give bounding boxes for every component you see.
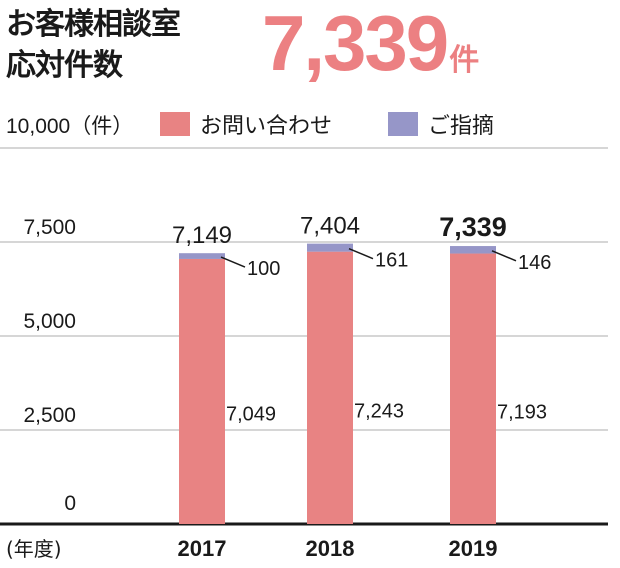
x-axis-unit-label: (年度) (6, 537, 62, 561)
legend-swatch-complaints (388, 112, 418, 136)
title-line-2: 応対件数 (6, 48, 123, 83)
total-label: 7,149 (172, 222, 232, 249)
legend-item-inquiries: お問い合わせ (160, 108, 332, 140)
y-tick-label: 2,500 (23, 404, 76, 427)
data-label-inquiries: 7,193 (497, 401, 547, 423)
bar-complaints (179, 253, 225, 259)
x-tick-label: 2017 (178, 536, 227, 561)
x-tick-label: 2018 (306, 536, 355, 561)
y-tick-label: 7,500 (23, 216, 76, 239)
legend-item-complaints: ご指摘 (388, 108, 494, 140)
leader-line (348, 247, 374, 260)
bar-complaints (450, 246, 496, 254)
legend-label-complaints: ご指摘 (428, 114, 495, 139)
y-axis-top-label: 10,000（件） (6, 115, 134, 138)
leader-line (491, 250, 517, 262)
legend-swatch-inquiries (160, 112, 190, 136)
data-label-inquiries: 7,049 (226, 404, 276, 426)
bar-complaints (307, 243, 353, 252)
total-figure: 7,339件 (262, 0, 479, 89)
chart-title: お客様相談室 応対件数 (6, 4, 181, 86)
bar-inquiries (179, 258, 225, 524)
legend-label-inquiries: お問い合わせ (200, 114, 333, 139)
total-unit: 件 (449, 44, 480, 77)
bar-inquiries (450, 253, 496, 524)
data-label-complaints: 146 (518, 252, 551, 274)
data-label-complaints: 161 (375, 250, 408, 272)
total-label: 7,339 (439, 212, 507, 242)
x-tick-label: 2019 (449, 536, 498, 561)
data-label-complaints: 100 (247, 258, 280, 280)
leader-line (220, 256, 246, 268)
bar-inquiries (307, 251, 353, 524)
y-tick-label: 0 (64, 492, 76, 515)
data-label-inquiries: 7,243 (354, 401, 404, 423)
title-line-1: お客様相談室 (6, 7, 181, 42)
total-value: 7,339 (262, 0, 449, 87)
total-label: 7,404 (300, 213, 360, 240)
y-tick-label: 5,000 (23, 310, 76, 333)
